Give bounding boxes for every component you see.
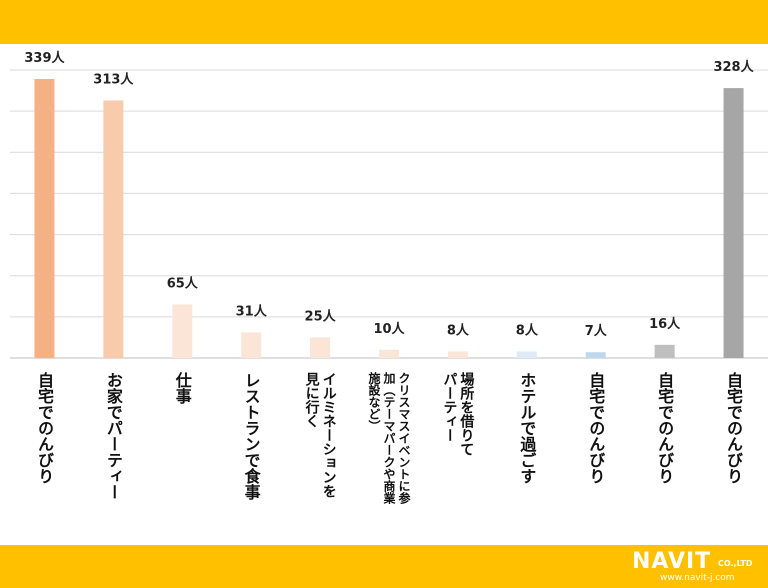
data-label: 31人 — [236, 303, 268, 319]
data-label: 328人 — [713, 59, 754, 75]
category-label: イルミネーションを — [321, 372, 337, 498]
bar — [241, 332, 262, 358]
category-label: 施設など） — [367, 371, 381, 432]
category-label: レストランで食事 — [242, 372, 262, 501]
data-label: 25人 — [305, 308, 337, 324]
bar — [379, 349, 399, 358]
logo-brand: NAVIT — [632, 549, 712, 574]
category-label: 自宅でのんびり — [35, 371, 54, 484]
category-label: 加（テーマパークや商業 — [382, 371, 396, 505]
bar — [172, 304, 193, 358]
bar — [654, 344, 675, 358]
category-label: クリスマスイベントに参 — [397, 372, 411, 505]
bar — [447, 351, 468, 358]
category-label: 自宅でのんびり — [655, 371, 674, 484]
category-label: 場所を借りて — [458, 371, 475, 456]
bar — [585, 352, 606, 358]
bar — [310, 337, 331, 358]
bar — [516, 351, 537, 358]
top-banner — [0, 0, 768, 44]
data-label: 65人 — [167, 276, 199, 292]
data-label: 7人 — [585, 323, 608, 339]
category-label: パーティー — [441, 372, 457, 442]
data-label: 339人 — [24, 50, 65, 66]
bar — [34, 79, 55, 359]
data-label: 16人 — [649, 316, 681, 332]
category-label: 仕事 — [173, 371, 193, 405]
bar — [103, 100, 124, 359]
category-label: お家でパーティー — [104, 372, 123, 500]
logo-url: www.navit-j.com — [660, 573, 735, 583]
logo-suffix: CO.,LTD — [718, 559, 753, 568]
category-label: 見に行く — [304, 372, 321, 428]
navit-logo: NAVIT CO.,LTD www.navit-j.com — [626, 549, 762, 585]
data-label: 8人 — [516, 322, 539, 338]
bar — [723, 88, 744, 359]
data-label: 313人 — [93, 71, 134, 87]
category-label: 自宅でのんびり — [586, 371, 605, 484]
bottom-banner — [0, 545, 768, 588]
data-label: 10人 — [373, 321, 405, 337]
category-label: ホテルで過ごす — [517, 372, 537, 484]
data-label: 8人 — [447, 322, 470, 338]
category-label: 自宅でのんびり — [724, 371, 743, 484]
